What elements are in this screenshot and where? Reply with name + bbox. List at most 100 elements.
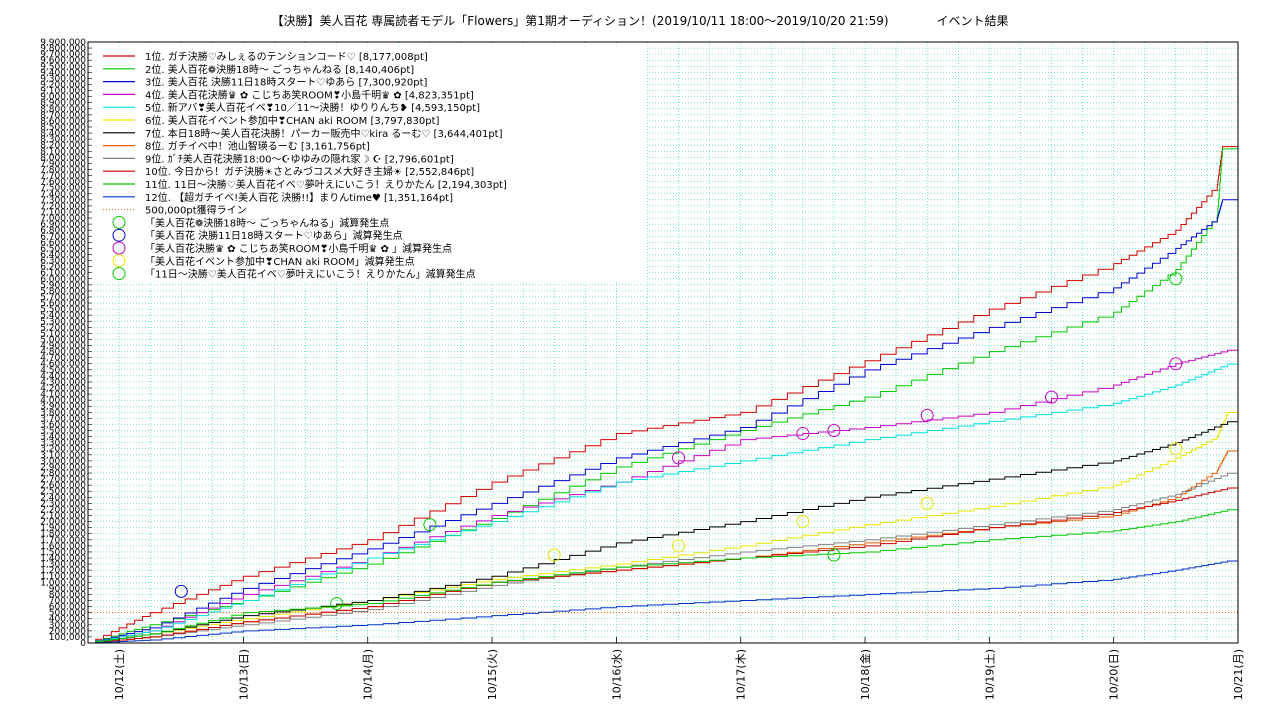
decrement-marker-3 (1045, 390, 1059, 404)
series-line-4 (88, 349, 1238, 644)
series-line-9 (88, 472, 1238, 644)
x-tick-label: 10/13(日) (237, 649, 250, 700)
legend-entry: 5位. 新アバ❣美人百花イベ❣10／11〜決勝！ゆりりんち❥ [4,593,15… (145, 101, 480, 114)
legend-marker-swatch (112, 215, 126, 229)
legend-marker-swatch (112, 267, 126, 281)
y-tick-label: 8,200,000 (40, 141, 86, 151)
y-tick-label: 8,100,000 (40, 147, 86, 157)
y-tick-label: 9,000,000 (40, 93, 86, 103)
y-tick-label: 9,700,000 (40, 50, 86, 60)
y-tick-label: 5,100,000 (40, 329, 86, 339)
legend-entry: 「11日〜決勝♡美人百花イベ♡夢叶えにいこう！えりかたん」減算発生点 (145, 268, 476, 281)
y-tick-label: 9,600,000 (40, 56, 86, 66)
y-tick-label: 2,900,000 (40, 463, 86, 473)
y-tick-label: 9,500,000 (40, 62, 86, 72)
series-line-5 (88, 363, 1238, 644)
y-tick-label: 4,700,000 (40, 354, 86, 364)
y-tick-label: 3,100,000 (40, 451, 86, 461)
y-tick-label: 1,900,000 (40, 524, 86, 534)
y-tick-label: 9,400,000 (40, 68, 86, 78)
y-tick-label: 5,400,000 (40, 311, 86, 321)
decrement-marker-4 (920, 496, 934, 510)
y-tick-label: 7,700,000 (40, 172, 86, 182)
y-tick-label: 2,300,000 (40, 499, 86, 509)
y-tick-label: 400,000 (49, 615, 86, 625)
y-tick-label: 3,900,000 (40, 402, 86, 412)
legend-entry: 4位. 美人百花決勝♛ ✿ こじちあ笑ROOM❣小島千明♛ ✿ [4,823,3… (145, 88, 474, 101)
x-tick-label: 10/14(月) (362, 649, 375, 700)
y-tick-label: 700,000 (49, 597, 86, 607)
y-tick-label: 7,800,000 (40, 165, 86, 175)
y-tick-label: 7,200,000 (40, 202, 86, 212)
y-tick-label: 9,800,000 (40, 44, 86, 54)
y-tick-label: 8,300,000 (40, 135, 86, 145)
legend-entry: 「美人百花イベント参加中❣CHAN aki ROOM」減算発生点 (145, 255, 415, 268)
y-tick-label: 3,600,000 (40, 420, 86, 430)
y-tick-label: 6,000,000 (40, 275, 86, 285)
y-tick-label: 8,500,000 (40, 123, 86, 133)
x-tick-label: 10/16(水) (610, 649, 623, 700)
x-tick-label: 10/12(土) (113, 649, 126, 700)
legend-background (92, 46, 647, 283)
decrement-marker-3 (827, 424, 841, 438)
y-tick-label: 3,500,000 (40, 427, 86, 437)
y-tick-label: 9,900,000 (40, 38, 86, 48)
x-tick-label: 10/21(月) (1232, 649, 1245, 700)
legend-entry: 「美人百花❁決勝18時〜 ごっちゃんねる」減算発生点 (145, 216, 389, 229)
y-tick-label: 1,000,000 (40, 578, 86, 588)
y-tick-label: 3,400,000 (40, 433, 86, 443)
y-tick-label: 100,000 (49, 633, 86, 643)
x-tick-label: 10/18(金) (858, 649, 872, 700)
y-tick-label: 1,700,000 (40, 536, 86, 546)
y-tick-label: 6,900,000 (40, 220, 86, 230)
y-tick-label: 4,600,000 (40, 360, 86, 370)
y-tick-label: 1,200,000 (40, 566, 86, 576)
y-tick-label: 0 (80, 639, 86, 649)
y-tick-label: 8,400,000 (40, 129, 86, 139)
y-tick-label: 2,100,000 (40, 512, 86, 522)
y-tick-label: 300,000 (49, 621, 86, 631)
y-tick-label: 2,500,000 (40, 487, 86, 497)
y-tick-label: 7,100,000 (40, 208, 86, 218)
y-tick-label: 5,000,000 (40, 335, 86, 345)
y-tick-label: 5,700,000 (40, 293, 86, 303)
y-tick-label: 8,600,000 (40, 117, 86, 127)
y-axis-ticks: 0100,000200,000300,000400,000500,000600,… (40, 38, 92, 649)
y-tick-label: 4,900,000 (40, 342, 86, 352)
decrement-marker-5 (827, 548, 841, 562)
y-tick-label: 1,400,000 (40, 554, 86, 564)
y-tick-label: 9,100,000 (40, 87, 86, 97)
y-tick-label: 3,200,000 (40, 445, 86, 455)
y-tick-label: 4,500,000 (40, 366, 86, 376)
x-tick-label: 10/19(土) (983, 649, 996, 700)
y-tick-label: 2,600,000 (40, 481, 86, 491)
y-tick-label: 600,000 (49, 603, 86, 613)
legend-entry: 「美人百花決勝♛ ✿ こじちあ笑ROOM❣小島千明♛ ✿ 」減算発生点 (145, 242, 452, 255)
y-tick-label: 3,800,000 (40, 408, 86, 418)
decrement-marker-4 (796, 515, 810, 529)
legend-marker-swatch (112, 254, 126, 268)
y-tick-label: 7,300,000 (40, 196, 86, 206)
decrement-marker-5 (423, 518, 437, 532)
plot-frame (87, 41, 1239, 644)
legend-entry: 8位. ガチイベ中！池山智瑛るーむ [3,161,756pt] (145, 140, 370, 153)
y-tick-label: 6,800,000 (40, 226, 86, 236)
y-tick-label: 5,900,000 (40, 281, 86, 291)
y-tick-label: 1,800,000 (40, 530, 86, 540)
legend-entry: 2位. 美人百花❁決勝18時〜 ごっちゃんねる [8,140,406pt] (145, 63, 414, 76)
y-tick-label: 4,400,000 (40, 372, 86, 382)
y-tick-label: 6,600,000 (40, 238, 86, 248)
x-tick-label: 10/17(木) (735, 649, 748, 700)
y-tick-label: 7,600,000 (40, 178, 86, 188)
y-tick-label: 6,200,000 (40, 263, 86, 273)
y-tick-label: 8,800,000 (40, 105, 86, 115)
y-tick-label: 4,300,000 (40, 378, 86, 388)
decrement-marker-3 (796, 427, 810, 441)
y-tick-label: 2,200,000 (40, 505, 86, 515)
series-line-7 (88, 421, 1238, 644)
y-tick-label: 6,400,000 (40, 250, 86, 260)
y-tick-label: 900,000 (49, 584, 86, 594)
x-tick-label: 10/20(日) (1108, 649, 1121, 700)
decrement-marker-3 (920, 408, 934, 422)
